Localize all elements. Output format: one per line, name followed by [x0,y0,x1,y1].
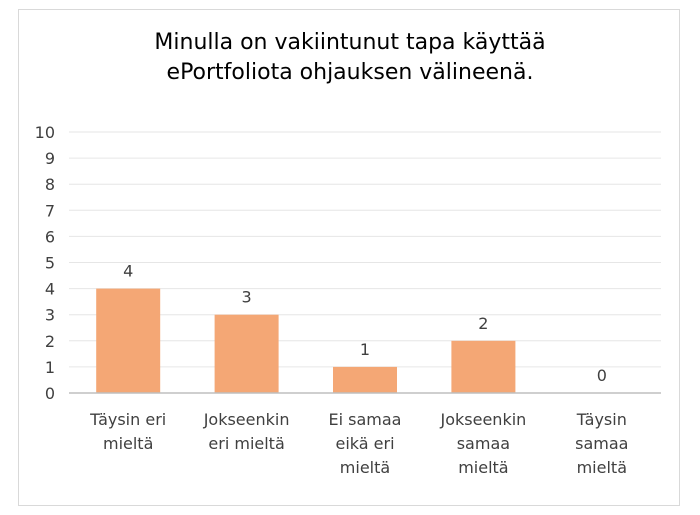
chart-title: Minulla on vakiintunut tapa käyttää ePor… [19,28,681,88]
y-tick-label: 4 [45,280,55,299]
y-tick-label: 9 [45,149,55,168]
data-label: 4 [123,262,133,281]
x-tick-label: Täysin [576,410,627,429]
x-tick-label: Jokseenkin [203,410,290,429]
y-tick-label: 2 [45,332,55,351]
chart-frame: Minulla on vakiintunut tapa käyttää ePor… [18,9,680,506]
x-tick-label: Ei samaa [329,410,402,429]
x-tick-label: mieltä [458,458,508,477]
y-tick-label: 3 [45,306,55,325]
y-tick-label: 1 [45,358,55,377]
y-tick-label: 6 [45,227,55,246]
x-tick-label: samaa [457,434,510,453]
x-tick-label: Jokseenkin [440,410,527,429]
chart-title-line-1: Minulla on vakiintunut tapa käyttää [154,30,546,55]
x-tick-label: samaa [575,434,628,453]
x-tick-label: Täysin eri [89,410,166,429]
bar [333,366,397,393]
data-label: 0 [597,366,607,385]
bar [214,314,279,393]
data-label: 2 [478,314,488,333]
x-tick-label: eri mieltä [208,434,284,453]
bar [96,288,161,393]
data-label: 1 [360,340,370,359]
y-tick-label: 7 [45,201,55,220]
y-tick-label: 0 [45,384,55,403]
y-tick-label: 5 [45,254,55,273]
y-tick-label: 10 [35,123,55,142]
chart-title-line-2: ePortfoliota ohjauksen välineenä. [166,60,534,85]
data-label: 3 [242,288,252,307]
x-tick-label: mieltä [340,458,390,477]
y-tick-label: 8 [45,175,55,194]
x-tick-label: mieltä [577,458,627,477]
bar [451,340,516,393]
x-tick-label: mieltä [103,434,153,453]
x-tick-label: eikä eri [335,434,394,453]
